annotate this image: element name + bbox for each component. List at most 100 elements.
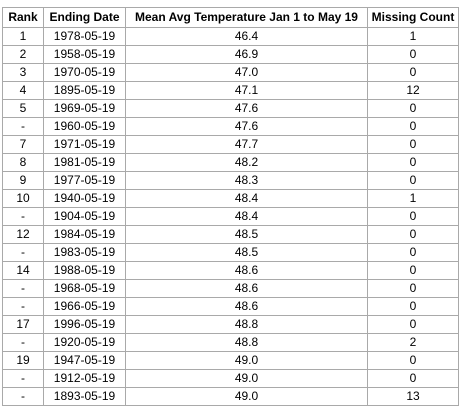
table-row: -1893-05-19 49.0 13: [3, 388, 459, 406]
cell-rank: 4: [3, 82, 44, 100]
cell-mean-avg-temperature: 49.0: [126, 352, 368, 370]
header-row: Rank Ending Date Mean Avg Temperature Ja…: [3, 8, 459, 28]
cell-ending-date: 1969-05-19: [44, 100, 126, 118]
cell-ending-date: 1983-05-19: [44, 244, 126, 262]
cell-missing-count: 0: [368, 226, 459, 244]
cell-mean-avg-temperature: 46.9: [126, 46, 368, 64]
cell-mean-avg-temperature: 48.8: [126, 316, 368, 334]
cell-mean-avg-temperature: 48.5: [126, 226, 368, 244]
cell-mean-avg-temperature: 49.0: [126, 370, 368, 388]
cell-rank: -: [3, 370, 44, 388]
cell-mean-avg-temperature: 48.4: [126, 190, 368, 208]
cell-ending-date: 1988-05-19: [44, 262, 126, 280]
cell-missing-count: 13: [368, 388, 459, 406]
cell-missing-count: 0: [368, 262, 459, 280]
cell-mean-avg-temperature: 47.6: [126, 118, 368, 136]
table-row: 2 1958-05-19 46.9 0: [3, 46, 459, 64]
cell-missing-count: 0: [368, 64, 459, 82]
cell-mean-avg-temperature: 47.6: [126, 100, 368, 118]
cell-mean-avg-temperature: 47.7: [126, 136, 368, 154]
cell-mean-avg-temperature: 48.6: [126, 280, 368, 298]
cell-ending-date: 1984-05-19: [44, 226, 126, 244]
cell-ending-date: 1912-05-19: [44, 370, 126, 388]
cell-ending-date: 1893-05-19: [44, 388, 126, 406]
header-ending-date[interactable]: Ending Date: [44, 8, 126, 28]
cell-mean-avg-temperature: 48.6: [126, 262, 368, 280]
cell-rank: 17: [3, 316, 44, 334]
header-rank[interactable]: Rank: [3, 8, 44, 28]
cell-mean-avg-temperature: 48.3: [126, 172, 368, 190]
cell-rank: 10: [3, 190, 44, 208]
cell-missing-count: 1: [368, 28, 459, 46]
cell-missing-count: 0: [368, 46, 459, 64]
table-row: 3 1970-05-19 47.0 0: [3, 64, 459, 82]
cell-ending-date: 1971-05-19: [44, 136, 126, 154]
table-row: 4 1895-05-19 47.1 12: [3, 82, 459, 100]
cell-rank: 19: [3, 352, 44, 370]
cell-mean-avg-temperature: 49.0: [126, 388, 368, 406]
table-row: 9 1977-05-19 48.3 0: [3, 172, 459, 190]
table-row: -1966-05-19 48.6 0: [3, 298, 459, 316]
cell-ending-date: 1958-05-19: [44, 46, 126, 64]
table-row: 14 1988-05-19 48.6 0: [3, 262, 459, 280]
cell-ending-date: 1968-05-19: [44, 280, 126, 298]
cell-ending-date: 1970-05-19: [44, 64, 126, 82]
cell-ending-date: 1960-05-19: [44, 118, 126, 136]
table-row: 5 1969-05-19 47.6 0: [3, 100, 459, 118]
cell-rank: 5: [3, 100, 44, 118]
cell-rank: 1: [3, 28, 44, 46]
header-mean-avg-temperature[interactable]: Mean Avg Temperature Jan 1 to May 19: [126, 8, 368, 28]
cell-rank: 8: [3, 154, 44, 172]
cell-missing-count: 0: [368, 208, 459, 226]
cell-missing-count: 0: [368, 352, 459, 370]
cell-mean-avg-temperature: 47.1: [126, 82, 368, 100]
header-missing-count[interactable]: Missing Count: [368, 8, 459, 28]
cell-missing-count: 0: [368, 244, 459, 262]
cell-missing-count: 12: [368, 82, 459, 100]
table-row: -1968-05-19 48.6 0: [3, 280, 459, 298]
cell-missing-count: 0: [368, 280, 459, 298]
cell-rank: -: [3, 208, 44, 226]
cell-ending-date: 1978-05-19: [44, 28, 126, 46]
cell-rank: 3: [3, 64, 44, 82]
cell-rank: -: [3, 280, 44, 298]
cell-mean-avg-temperature: 48.6: [126, 298, 368, 316]
table-row: -1960-05-19 47.6 0: [3, 118, 459, 136]
cell-missing-count: 0: [368, 172, 459, 190]
table-row: -1983-05-19 48.5 0: [3, 244, 459, 262]
ranking-table: Rank Ending Date Mean Avg Temperature Ja…: [2, 7, 459, 406]
cell-missing-count: 0: [368, 136, 459, 154]
cell-missing-count: 2: [368, 334, 459, 352]
table-row: 19 1947-05-19 49.0 0: [3, 352, 459, 370]
cell-rank: -: [3, 334, 44, 352]
table-row: -1904-05-19 48.4 0: [3, 208, 459, 226]
table-row: 12 1984-05-19 48.5 0: [3, 226, 459, 244]
results-table-container: Rank Ending Date Mean Avg Temperature Ja…: [2, 7, 459, 406]
cell-mean-avg-temperature: 48.4: [126, 208, 368, 226]
cell-mean-avg-temperature: 46.4: [126, 28, 368, 46]
table-row: 7 1971-05-19 47.7 0: [3, 136, 459, 154]
table-header: Rank Ending Date Mean Avg Temperature Ja…: [3, 8, 459, 28]
cell-ending-date: 1895-05-19: [44, 82, 126, 100]
cell-ending-date: 1977-05-19: [44, 172, 126, 190]
table-row: -1920-05-19 48.8 2: [3, 334, 459, 352]
cell-ending-date: 1996-05-19: [44, 316, 126, 334]
cell-mean-avg-temperature: 47.0: [126, 64, 368, 82]
cell-missing-count: 1: [368, 190, 459, 208]
cell-ending-date: 1940-05-19: [44, 190, 126, 208]
cell-rank: 12: [3, 226, 44, 244]
cell-rank: 7: [3, 136, 44, 154]
cell-missing-count: 0: [368, 118, 459, 136]
table-row: 8 1981-05-19 48.2 0: [3, 154, 459, 172]
cell-missing-count: 0: [368, 154, 459, 172]
cell-rank: -: [3, 118, 44, 136]
cell-rank: -: [3, 298, 44, 316]
table-row: 17 1996-05-19 48.8 0: [3, 316, 459, 334]
cell-mean-avg-temperature: 48.5: [126, 244, 368, 262]
table-row: 10 1940-05-19 48.4 1: [3, 190, 459, 208]
cell-rank: 2: [3, 46, 44, 64]
cell-mean-avg-temperature: 48.2: [126, 154, 368, 172]
cell-ending-date: 1981-05-19: [44, 154, 126, 172]
cell-ending-date: 1920-05-19: [44, 334, 126, 352]
cell-rank: -: [3, 244, 44, 262]
